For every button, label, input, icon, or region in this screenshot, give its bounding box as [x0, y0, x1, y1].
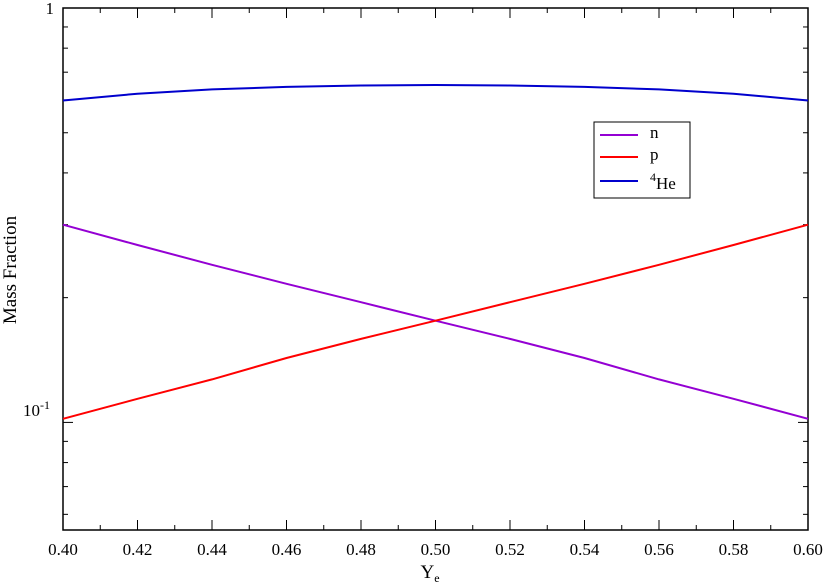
- x-tick-label: 0.50: [421, 540, 451, 559]
- plot-frame: [62, 7, 809, 531]
- legend: n p 4He: [593, 121, 691, 199]
- x-axis-title-main: Y: [420, 562, 434, 583]
- x-tick-label: 0.60: [793, 540, 823, 559]
- y-tick-label-base: 10: [23, 401, 40, 420]
- x-tick-label: 0.52: [495, 540, 525, 559]
- x-tick-label: 0.40: [48, 540, 78, 559]
- y-tick-label-exponent: -1: [40, 398, 50, 412]
- legend-label-he4-sup: 4: [650, 170, 656, 184]
- x-axis-ticks: [62, 8, 809, 530]
- legend-label-n: n: [650, 123, 659, 142]
- series-line-4He: [62, 83, 809, 102]
- x-tick-label: 0.48: [346, 540, 376, 559]
- series-lines: [62, 83, 809, 420]
- x-tick-label: 0.54: [570, 540, 600, 559]
- y-tick-label-top: 1: [46, 0, 55, 18]
- x-tick-label: 0.56: [644, 540, 674, 559]
- x-axis-title-subscript: e: [434, 571, 439, 585]
- x-tick-label: 0.46: [272, 540, 302, 559]
- series-line-p: [62, 223, 809, 420]
- x-tick-label: 0.58: [719, 540, 749, 559]
- y-tick-label-decade: 10-1: [23, 398, 50, 420]
- legend-label-p: p: [650, 145, 659, 164]
- x-tick-labels: 0.40 0.42 0.44 0.46 0.48 0.50 0.52 0.54 0.56 0.58…: [48, 540, 823, 559]
- x-tick-label: 0.44: [197, 540, 227, 559]
- legend-label-he4-main: He: [656, 174, 676, 193]
- y-axis-ticks: [63, 7, 808, 515]
- x-tick-label: 0.42: [123, 540, 153, 559]
- x-axis-title: Ye: [420, 562, 439, 585]
- y-axis-title: Mass Fraction: [0, 215, 21, 324]
- legend-label-he4: 4He: [650, 170, 676, 193]
